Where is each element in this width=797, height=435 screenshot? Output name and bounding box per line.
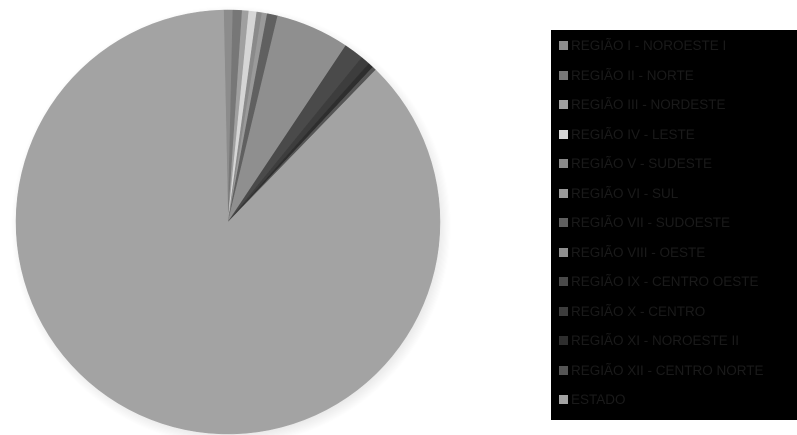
legend-label: REGIÃO VI - SUL [571,185,679,201]
legend-swatch [559,306,568,316]
legend-swatch [559,100,568,109]
chart-legend: REGIÃO I - NOROESTE I REGIÃO II - NORTE RE… [551,30,797,420]
legend-item: REGIÃO XII - CENTRO NORTE [559,361,764,381]
legend-swatch [559,395,568,404]
legend-item: REGIÃO V - SUDESTE [559,154,712,174]
legend-item: ESTADO [559,390,626,410]
legend-label: REGIÃO X - CENTRO [571,303,706,319]
legend-label: REGIÃO VII - SUDOESTE [571,215,731,230]
legend-swatch [559,41,568,50]
legend-item: REGIÃO IX - CENTRO OESTE [559,272,759,292]
legend-item: REGIÃO IV - LESTE [559,125,695,145]
legend-swatch [559,277,568,286]
legend-label: REGIÃO XI - NOROESTE II [571,333,740,348]
legend-item: REGIÃO II - NORTE [559,66,694,86]
pie-slice-13 [15,9,441,435]
legend-swatch [559,159,568,168]
legend-label: REGIÃO I - NOROESTE I [571,38,727,53]
legend-swatch [559,70,568,80]
legend-item: REGIÃO VIII - OESTE [559,243,705,263]
legend-label: REGIÃO II - NORTE [571,67,694,83]
legend-label: REGIÃO XII - CENTRO NORTE [571,362,764,378]
legend-swatch [559,247,568,257]
legend-label: REGIÃO III - NORDESTE [571,97,726,112]
legend-label: REGIÃO IX - CENTRO OESTE [571,274,759,289]
legend-label: ESTADO [571,392,626,407]
legend-swatch [559,129,568,139]
legend-item: REGIÃO III - NORDESTE [559,95,726,115]
legend-item: REGIÃO I - NOROESTE I [559,36,726,56]
legend-label: REGIÃO VIII - OESTE [571,244,706,260]
legend-swatch [559,188,568,198]
legend-item: REGIÃO XI - NOROESTE II [559,331,739,351]
legend-swatch [559,336,568,345]
pie-chart-svg [11,6,451,435]
legend-item: REGIÃO VII - SUDOESTE [559,213,730,233]
legend-swatch [559,365,568,375]
pie-chart [11,6,451,435]
legend-label: REGIÃO IV - LESTE [571,126,695,142]
legend-label: REGIÃO V - SUDESTE [571,156,713,171]
legend-item: REGIÃO VI - SUL [559,184,678,204]
legend-item: REGIÃO X - CENTRO [559,302,705,322]
legend-swatch [559,218,568,227]
